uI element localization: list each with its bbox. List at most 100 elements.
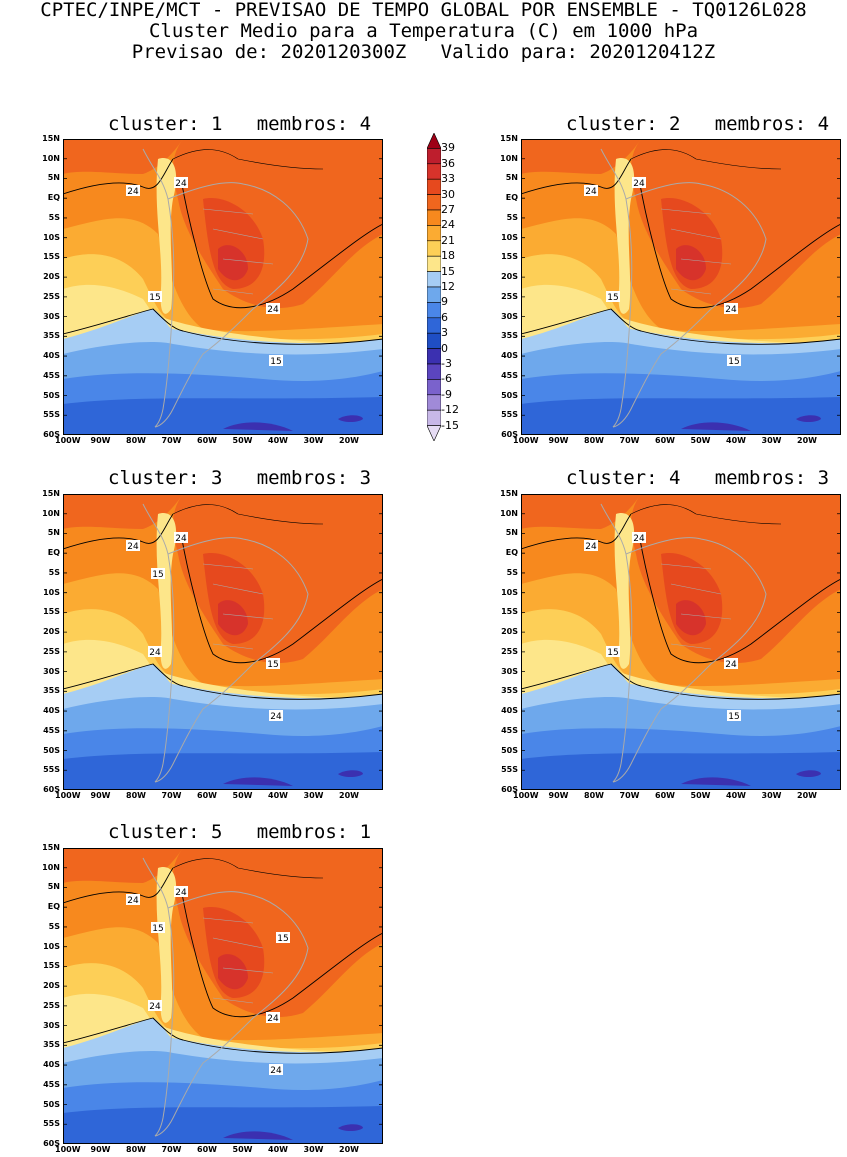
temperature-band [63, 139, 183, 174]
contour-label-box [727, 710, 741, 721]
colorbar-swatch [426, 363, 442, 380]
contour-label: 15 [270, 357, 281, 367]
lon-label: 40W [268, 791, 288, 800]
colorbar-level-label: 21 [441, 233, 455, 247]
contour-line [172, 504, 324, 525]
contour-label-box [724, 658, 738, 669]
contour-label: 24 [725, 305, 737, 315]
lat-label: 15N [42, 489, 60, 498]
contour-label-box [151, 922, 165, 933]
lon-label: 20W [339, 1145, 359, 1154]
lat-label: 45S [43, 725, 60, 735]
lon-label: 60W [197, 436, 217, 445]
colorbar-level-label: 39 [441, 141, 455, 155]
colorbar-swatch [426, 163, 442, 180]
contour-line [660, 563, 732, 650]
lon-label: 40W [268, 436, 288, 445]
lat-label: 25S [501, 291, 518, 301]
colorbar-swatch [426, 271, 442, 288]
temperature-band [156, 867, 177, 1023]
contour-label: 24 [267, 305, 279, 315]
lat-label: 5N [505, 528, 518, 538]
colorbar-level-label: 36 [441, 156, 455, 170]
contour-line [521, 158, 632, 195]
contour-line [612, 537, 767, 783]
contour-label: 15 [607, 293, 618, 303]
lat-label: 30S [501, 311, 518, 321]
lat-label: 35S [43, 331, 60, 341]
lat-label: 35S [43, 1040, 60, 1050]
lon-label: 80W [126, 436, 146, 445]
temperature-band [223, 1131, 293, 1140]
contour-line [63, 158, 174, 195]
temperature-band [338, 770, 363, 777]
lat-label: EQ [505, 548, 518, 558]
lat-label: 15S [43, 607, 60, 617]
lat-label: 60S [501, 785, 518, 794]
lon-label: 20W [797, 436, 817, 445]
colorbar-swatch [426, 209, 442, 226]
lat-label: 10N [42, 153, 60, 163]
lon-label: 60W [655, 436, 675, 445]
contour-line [630, 149, 782, 170]
lon-label: 30W [761, 791, 782, 800]
lat-label: 60S [501, 430, 518, 439]
colorbar-level-label: -3 [441, 357, 452, 370]
temperature-band [218, 245, 248, 281]
lon-label: 60W [197, 791, 217, 800]
lat-label: 5S [48, 567, 60, 577]
contour-label-box [174, 886, 188, 897]
colorbar-swatch [426, 286, 442, 303]
temperature-band [218, 600, 248, 636]
lat-label: 5S [506, 212, 518, 222]
contour-line [142, 148, 175, 428]
lat-label: 10S [43, 941, 60, 951]
colorbar-swatch [426, 132, 442, 149]
lon-label: 90W [548, 791, 569, 800]
contour-line [638, 533, 841, 664]
lat-label: 45S [501, 725, 518, 735]
colorbar-level-label: -6 [441, 372, 452, 386]
lat-label: 40S [43, 706, 60, 716]
lat-label: 55S [501, 765, 518, 775]
lat-label: 5S [48, 212, 60, 222]
lat-label: EQ [505, 193, 518, 203]
temperature-band [521, 494, 641, 529]
temperature-band [796, 770, 821, 777]
lon-label: 80W [126, 791, 146, 800]
contour-label-box [174, 177, 188, 188]
temperature-band [521, 752, 841, 790]
contour-label: 15 [728, 357, 739, 367]
lat-label: 15N [42, 134, 60, 143]
contour-line [63, 308, 383, 345]
colorbar-level-label: 33 [441, 172, 455, 186]
lon-label: 100W [513, 436, 539, 445]
contour-label-box [148, 291, 162, 302]
contour-line [660, 208, 732, 295]
contour-label-box [727, 355, 741, 366]
contour-label-box [126, 185, 140, 196]
colorbar-level-label: 6 [441, 310, 448, 324]
lat-label: 10N [500, 153, 518, 163]
temperature-band [796, 415, 821, 422]
contour-label: 15 [267, 660, 278, 670]
contour-label: 24 [175, 179, 187, 189]
panel-3-map: 24 24 24 15 24 15 [63, 494, 383, 790]
lat-label: 50S [43, 745, 60, 755]
map-canvas: 24 24 24 24 24 15 15 [63, 848, 383, 1144]
colorbar-level-label: 3 [441, 326, 448, 340]
lon-label: 60W [197, 1145, 217, 1154]
colorbar [426, 132, 442, 445]
panel-4-title: cluster: 4 membros: 3 [566, 467, 830, 489]
lon-label: 70W [161, 436, 182, 445]
lat-label: 40S [43, 351, 60, 361]
contour-line [600, 503, 633, 783]
contour-line [600, 148, 633, 428]
temperature-band [63, 397, 383, 435]
contour-label-box [126, 540, 140, 551]
panel-4-map: 24 24 15 24 15 [521, 494, 841, 790]
lon-label: 100W [55, 1145, 81, 1154]
lon-label: 70W [161, 791, 182, 800]
panel-2-title: cluster: 2 membros: 4 [566, 113, 830, 135]
temperature-band [63, 848, 183, 883]
